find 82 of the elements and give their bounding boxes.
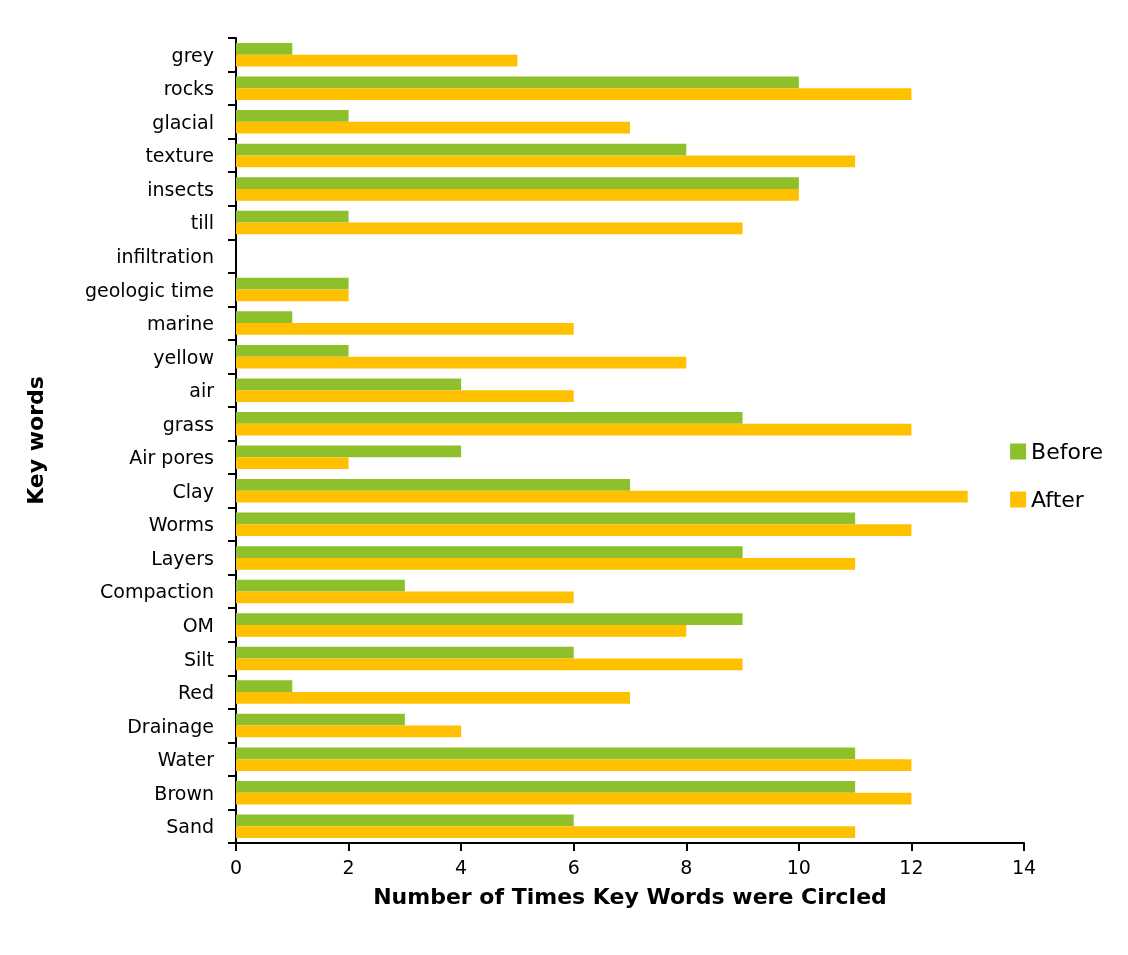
bar [236,490,968,503]
y-tick-label: Red [177,681,214,704]
bar [236,311,293,324]
y-tick-label: OM [182,613,214,636]
bar [236,143,687,156]
bar [236,323,574,335]
x-tick-label: 8 [680,855,693,878]
y-tick-label: Water [157,748,215,771]
bar [236,512,856,525]
x-tick-label: 2 [342,855,355,878]
y-tick-label: geologic time [84,278,214,301]
bar [236,725,462,738]
bar [236,579,405,592]
bar [236,613,743,625]
x-tick-label: 4 [455,855,468,878]
y-tick-label: air [189,379,215,402]
bar [236,792,912,805]
bar [236,658,743,671]
bar [236,54,518,67]
y-tick-label: Sand [166,815,214,838]
y-tick-label: grey [171,43,214,66]
bar [236,43,293,55]
y-tick-label: grass [162,412,214,435]
bar [236,524,912,537]
bar [236,378,462,391]
x-tick-label: 12 [899,855,924,878]
x-tick-label: 0 [229,855,243,878]
bar [236,188,799,201]
bar [236,210,349,223]
x-tick-label: 10 [786,855,811,878]
bar [236,390,574,402]
bar [236,591,574,604]
y-tick-label: Worms [148,513,214,536]
x-tick-label: 14 [1011,855,1037,878]
bar [236,457,349,470]
y-tick-label: Brown [154,781,214,804]
bar [236,76,799,89]
x-axis-title: Number of Times Key Words were Circled [373,883,887,909]
bar [236,445,462,458]
legend-label: After [1031,487,1085,512]
legend-label: Before [1031,439,1104,464]
y-tick-label: marine [147,312,214,335]
bar [236,624,687,637]
bar [236,88,912,101]
bar [236,289,349,302]
bar [236,121,630,134]
bar [236,344,349,357]
y-tick-label: infiltration [116,245,214,268]
y-tick-label: rocks [163,77,214,100]
y-tick-label: Compaction [100,580,214,603]
bar [236,177,799,189]
y-tick-label: till [190,211,214,234]
bar [236,814,574,827]
y-tick-label: Air pores [129,446,214,469]
y-tick-label: Clay [172,479,214,502]
y-tick-label: Silt [183,647,214,670]
y-tick-label: texture [145,144,214,167]
bar [236,222,743,235]
bar [236,546,743,558]
bar [236,747,856,760]
bar [236,759,912,771]
bar [236,411,743,424]
y-tick-label: Drainage [127,714,214,737]
bar [236,557,856,570]
bar [236,713,405,726]
bar [236,423,912,436]
x-tick-label: 6 [567,855,580,878]
y-tick-label: glacial [152,110,214,133]
bar [236,110,349,122]
y-tick-label: insects [147,177,214,200]
bar [236,780,856,793]
bar [236,155,856,168]
bar [236,356,687,369]
y-tick-label: yellow [153,345,214,368]
bar [236,826,856,838]
y-tick-label: Layers [151,546,214,569]
y-axis-title: Key words [22,376,48,505]
bar [236,479,630,491]
bar [236,680,293,693]
bar [236,646,574,659]
bar [236,277,349,290]
bar [236,692,630,704]
